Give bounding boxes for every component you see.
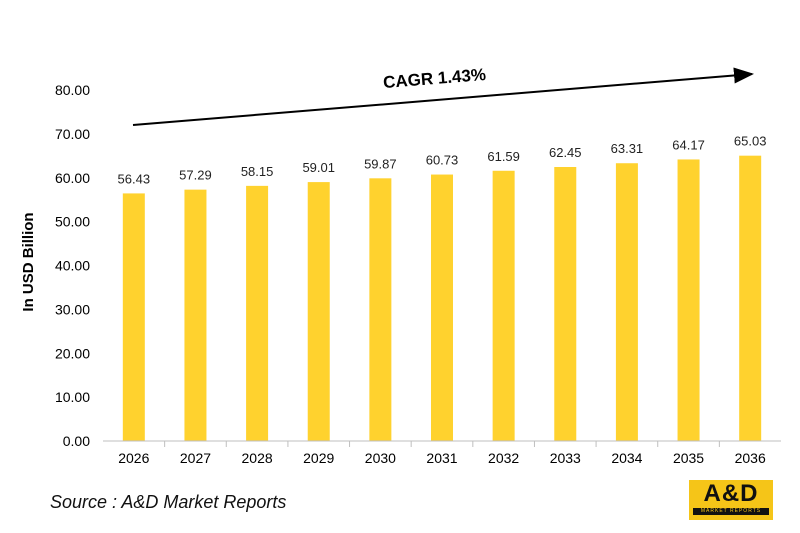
bar	[554, 167, 577, 442]
data-label: 62.45	[549, 145, 582, 160]
bar	[677, 159, 700, 441]
y-tick-label: 70.00	[55, 126, 90, 142]
x-tick-label: 2032	[488, 450, 519, 466]
y-tick-label: 50.00	[55, 214, 90, 230]
x-tick-label: 2035	[673, 450, 704, 466]
y-axis-ticks: 0.00 10.00 20.00 30.00 40.00 50.00 60.00 70.00 8…	[55, 82, 90, 449]
bar	[307, 182, 330, 441]
x-axis-ticks: 2026 2027 2028 2029 2030 2031 2032 2033 2034 2035…	[118, 441, 766, 466]
cagr-annotation: CAGR 1.43%	[382, 65, 486, 92]
cagr-arrow	[132, 67, 754, 126]
x-tick-label: 2027	[180, 450, 211, 466]
x-tick-label: 2031	[426, 450, 457, 466]
data-label: 60.73	[426, 153, 459, 168]
data-label: 59.87	[364, 156, 397, 171]
bar	[369, 178, 392, 441]
bar	[246, 185, 269, 441]
x-tick-label: 2026	[118, 450, 149, 466]
y-tick-label: 80.00	[55, 82, 90, 98]
data-label: 59.01	[302, 160, 335, 175]
y-tick-label: 60.00	[55, 170, 90, 186]
x-tick-label: 2036	[735, 450, 766, 466]
data-label: 61.59	[487, 149, 520, 164]
source-note: Source : A&D Market Reports	[50, 492, 287, 512]
bar	[492, 170, 515, 442]
y-tick-label: 20.00	[55, 345, 90, 361]
data-label: 57.29	[179, 168, 212, 183]
data-label: 63.31	[611, 141, 644, 156]
x-tick-label: 2029	[303, 450, 334, 466]
x-tick-label: 2033	[550, 450, 581, 466]
bars	[122, 155, 762, 442]
x-tick-label: 2028	[242, 450, 273, 466]
data-label: 56.43	[118, 171, 151, 186]
y-axis-label: In USD Billion	[20, 212, 37, 311]
y-tick-label: 0.00	[63, 433, 90, 449]
company-logo: A&D MARKET REPORTS	[689, 480, 773, 520]
data-labels: 56.43 57.29 58.15 59.01 59.87 60.73 61.59 62.45…	[118, 134, 767, 187]
x-tick-label: 2034	[611, 450, 642, 466]
bar	[615, 163, 638, 442]
y-tick-label: 30.00	[55, 301, 90, 317]
x-tick-label: 2030	[365, 450, 396, 466]
y-tick-label: 40.00	[55, 258, 90, 274]
bar	[739, 155, 762, 441]
bar	[122, 193, 145, 441]
data-label: 58.15	[241, 164, 274, 179]
logo-mark: A&D	[703, 480, 759, 507]
data-label: 64.17	[672, 137, 705, 152]
data-label: 65.03	[734, 134, 767, 149]
bar	[431, 174, 453, 441]
bar	[184, 189, 207, 441]
y-tick-label: 10.00	[55, 389, 90, 405]
logo-subtitle: MARKET REPORTS	[693, 508, 769, 515]
